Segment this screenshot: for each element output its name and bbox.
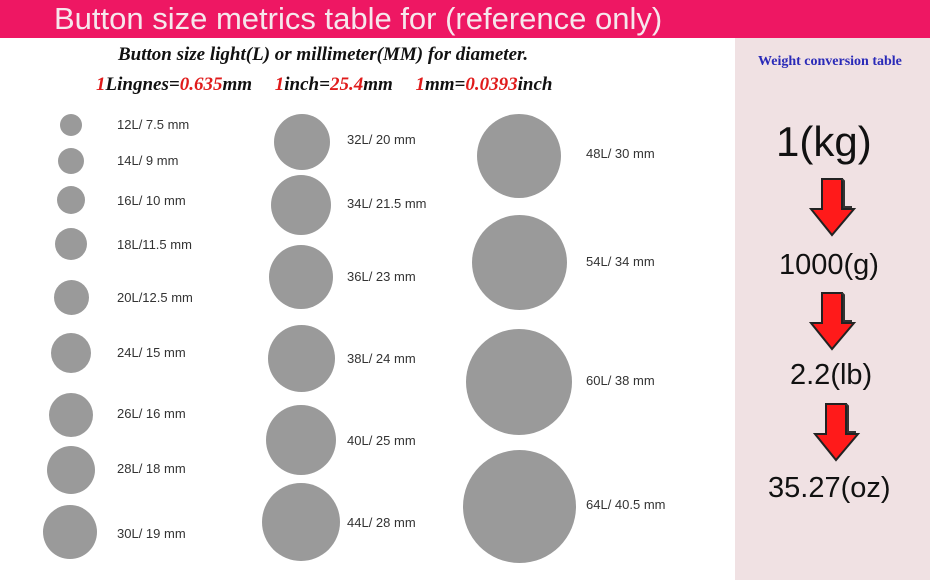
button-circle [477, 114, 561, 198]
size-label: 32L/ 20 mm [347, 132, 416, 147]
size-label: 18L/11.5 mm [117, 237, 192, 252]
button-circle [268, 325, 335, 392]
size-label: 38L/ 24 mm [347, 351, 416, 366]
header-banner: Button size metrics table for (reference… [0, 0, 930, 38]
down-arrow-icon [808, 292, 857, 351]
page-title: Button size metrics table for (reference… [54, 1, 663, 36]
size-label: 54L/ 34 mm [586, 254, 655, 269]
button-circle [51, 333, 91, 373]
button-circle [266, 405, 336, 475]
button-circle [269, 245, 333, 309]
size-label: 14L/ 9 mm [117, 153, 179, 168]
down-arrow-icon [812, 403, 861, 462]
button-circle [55, 228, 87, 260]
weight-lb: 2.2(lb) [790, 359, 873, 391]
button-circle [43, 505, 97, 559]
button-circle [271, 175, 331, 235]
size-label: 26L/ 16 mm [117, 406, 186, 421]
size-label: 12L/ 7.5 mm [117, 117, 190, 132]
size-label: 60L/ 38 mm [586, 373, 655, 388]
button-circle [463, 450, 576, 563]
button-circle [49, 393, 93, 437]
size-label: 24L/ 15 mm [117, 345, 186, 360]
size-label: 28L/ 18 mm [117, 461, 186, 476]
weight-oz: 35.27(oz) [768, 472, 891, 504]
button-circle [262, 483, 340, 561]
button-circle [472, 215, 567, 310]
button-circle [57, 186, 85, 214]
conversion-mm: 1mm=0.0393inch [415, 74, 553, 95]
size-label: 36L/ 23 mm [347, 269, 416, 284]
size-label: 48L/ 30 mm [586, 146, 655, 161]
button-circle [466, 329, 572, 435]
weight-table-title: Weight conversion table [758, 54, 902, 69]
size-label: 40L/ 25 mm [347, 433, 416, 448]
size-label: 34L/ 21.5 mm [347, 196, 427, 211]
button-circle [47, 446, 95, 494]
size-label: 16L/ 10 mm [117, 193, 186, 208]
button-circle [58, 148, 84, 174]
button-circle [60, 114, 82, 136]
intro-line: Button size light(L) or millimeter(MM) f… [118, 44, 529, 65]
size-label: 30L/ 19 mm [117, 526, 186, 541]
conversion-inch: 1inch=25.4mm [274, 74, 393, 95]
conversion-lingnes: 1Lingnes=0.635mm [96, 74, 252, 95]
button-circle [54, 280, 89, 315]
unit-conversions: 1Lingnes=0.635mm 1inch=25.4mm 1mm=0.0393… [96, 74, 553, 96]
weight-g: 1000(g) [779, 249, 879, 281]
down-arrow-icon [808, 178, 857, 237]
size-label: 64L/ 40.5 mm [586, 497, 666, 512]
size-label: 44L/ 28 mm [347, 515, 416, 530]
size-label: 20L/12.5 mm [117, 290, 193, 305]
weight-kg: 1(kg) [776, 118, 872, 165]
button-circle [274, 114, 330, 170]
